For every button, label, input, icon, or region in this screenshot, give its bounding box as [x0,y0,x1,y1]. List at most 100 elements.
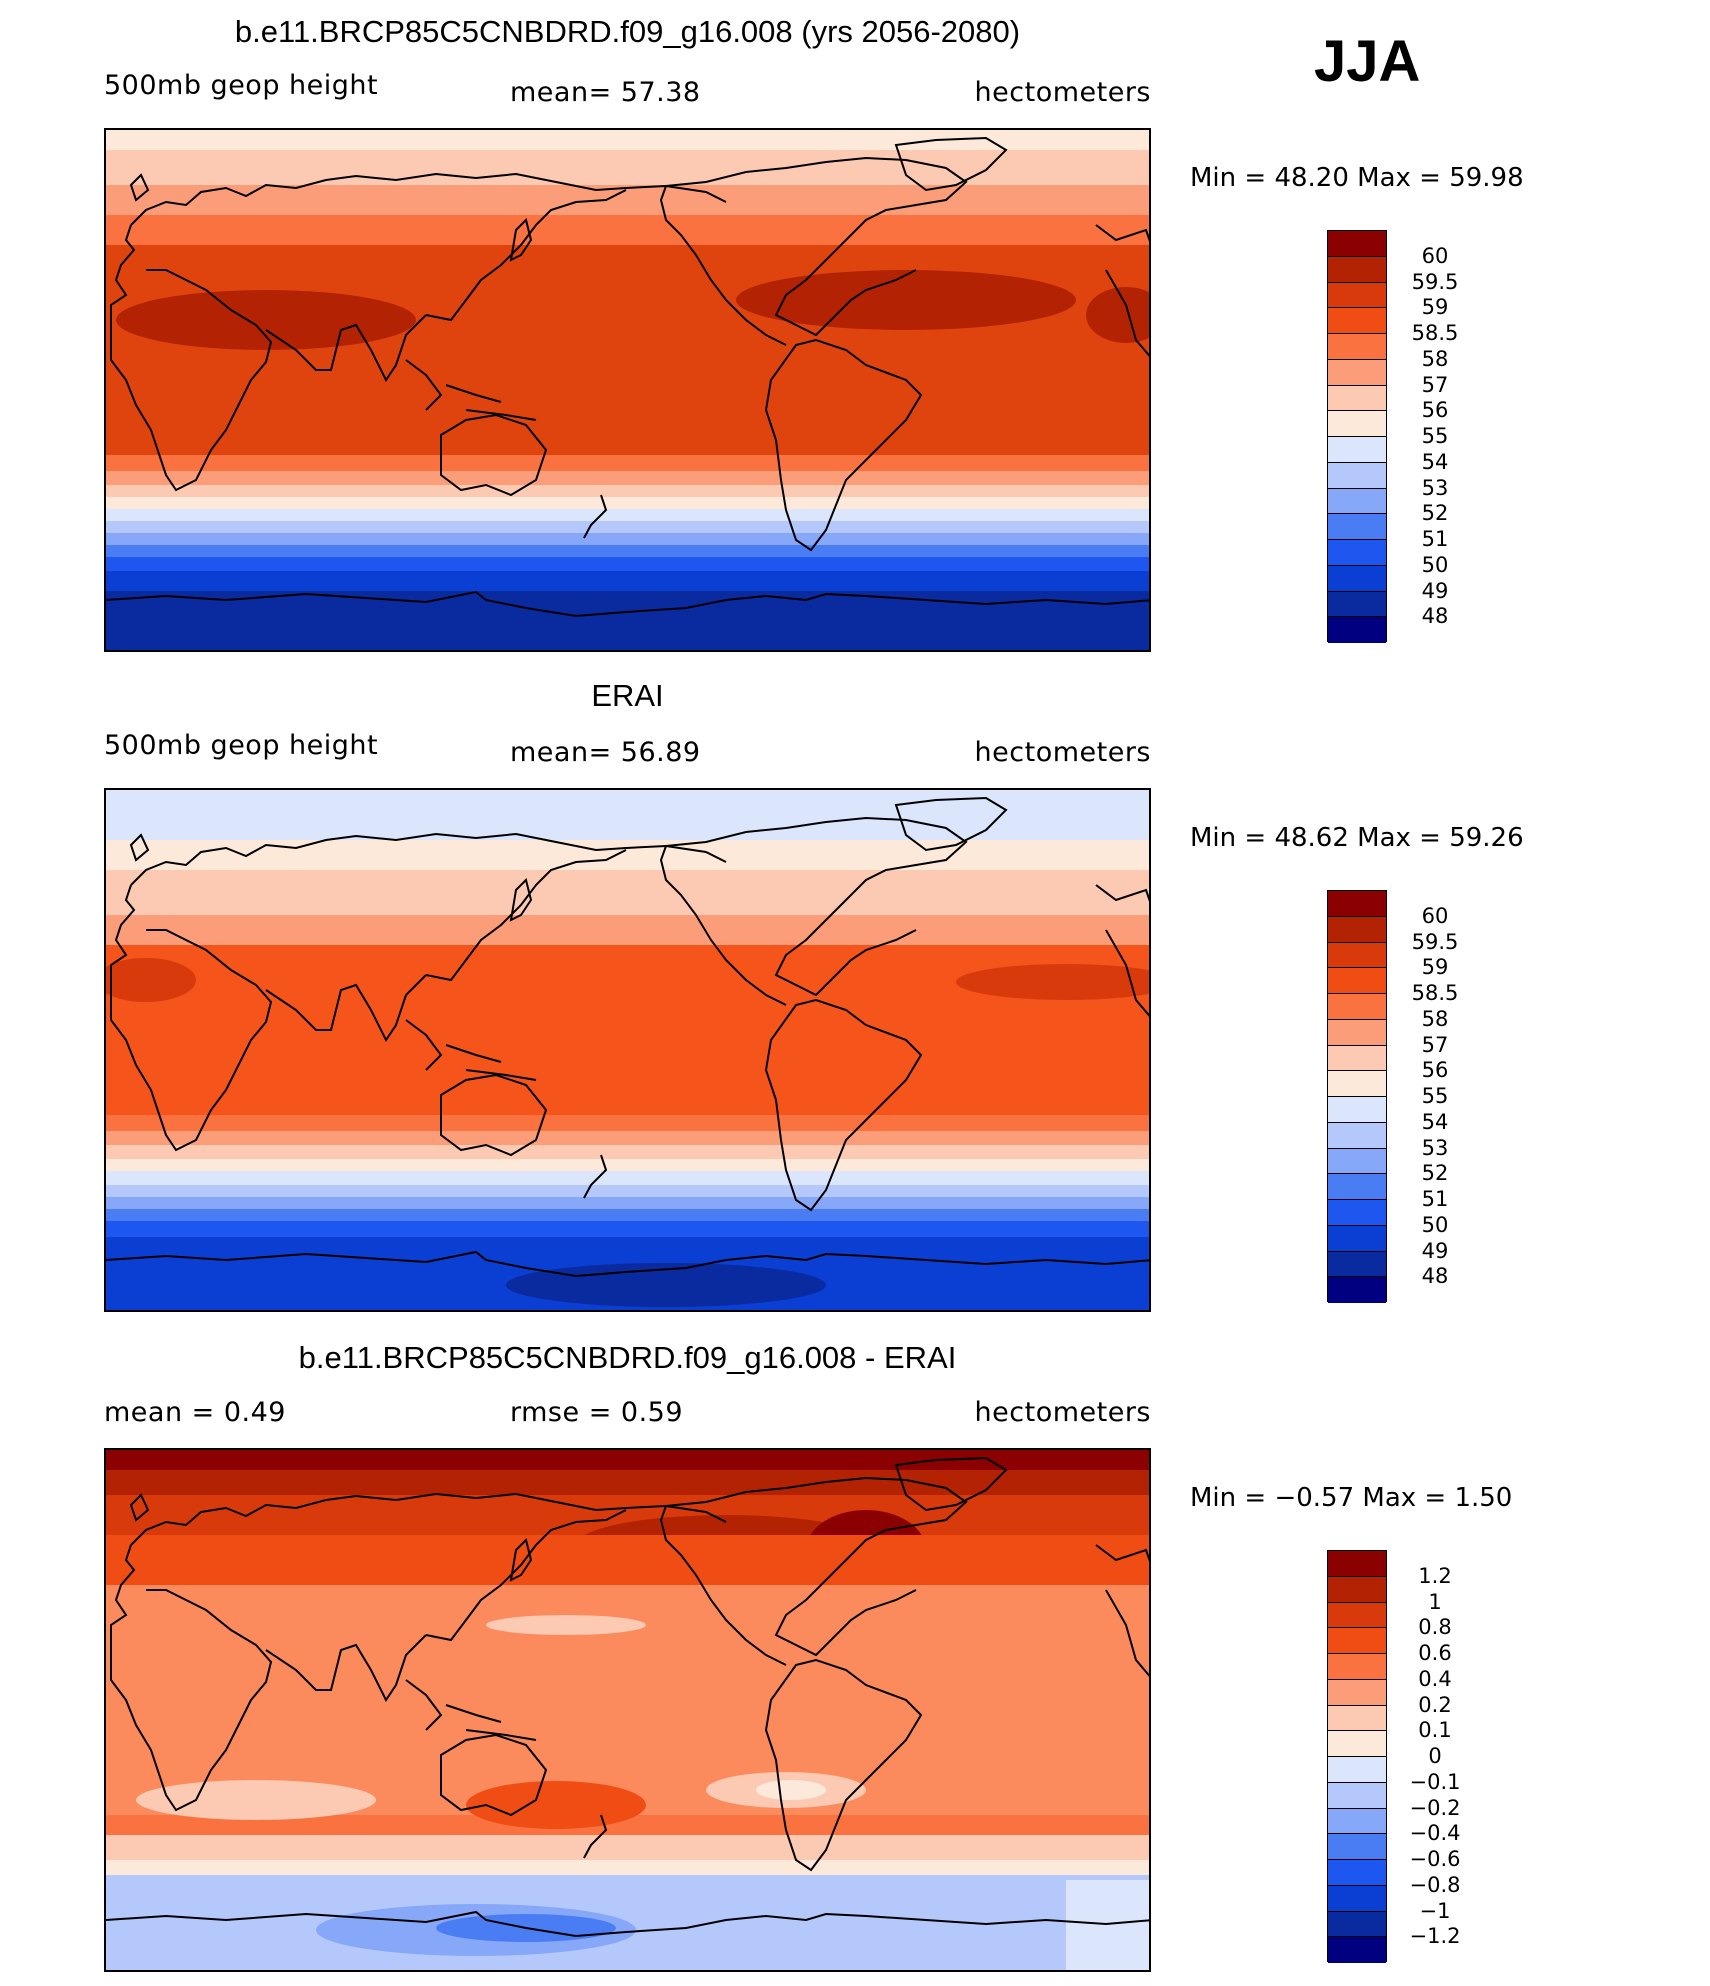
band [106,1131,1149,1145]
band [106,497,1149,509]
colorbar-cell [1328,256,1386,283]
colorbar-tick-label: 1.2 [1418,1563,1452,1588]
colorbar-tick-label: −1.2 [1409,1924,1461,1949]
colorbar-cell [1328,916,1386,943]
colorbar-cell [1328,1860,1386,1886]
band [106,790,1149,840]
colorbar-tick-label: 60 [1421,243,1449,268]
colorbar-cell [1328,1885,1386,1912]
colorbar-cell [1328,1174,1386,1200]
colorbar-tick-label: 52 [1421,1161,1449,1186]
panel1-minmax: Min = 48.20 Max = 59.98 [1190,163,1524,193]
band [1066,1880,1149,1970]
colorbar-tick-label: 50 [1421,552,1449,577]
panel3-minmax: Min = −0.57 Max = 1.50 [1190,1483,1513,1513]
colorbar-tick-label: 0.2 [1418,1692,1452,1717]
panel2-title: ERAI [591,678,664,713]
panel1-map [104,128,1151,652]
panel3-map [104,1448,1151,1972]
band [106,870,1149,915]
colorbar-tick-label: 49 [1421,1238,1449,1263]
panel3-map-field [106,1450,1149,1970]
colorbar-tick-label: 52 [1421,501,1449,526]
panel2-mean-label: mean= 56.89 [510,737,701,768]
band [106,1145,1149,1159]
colorbar-tick-label: −0.4 [1409,1821,1461,1846]
colorbar-cell [1328,308,1386,334]
panel2-map-field [106,790,1149,1310]
colorbar-tick-label: 51 [1421,1187,1449,1211]
colorbar-tick-label: −0.8 [1409,1872,1461,1897]
panel2-units-label: hectometers [974,737,1151,768]
colorbar-cell [1328,617,1386,643]
panel2-variable-label: 500mb geop height [104,730,379,761]
colorbar-tick-label: −0.2 [1409,1795,1461,1820]
high-anomaly [736,270,1076,330]
band [106,215,1149,245]
band [106,1535,1149,1585]
colorbar-tick-label: 59.5 [1411,929,1459,954]
colorbar-tick-label: 60 [1421,903,1449,928]
colorbar-cell [1328,1251,1386,1278]
colorbar-cell [1328,231,1386,257]
colorbar-tick-label: −0.1 [1409,1769,1461,1794]
colorbar-tick-label: 1 [1428,1589,1442,1614]
colorbar-tick-label: 0.4 [1418,1666,1452,1691]
colorbar-tick-label: 55 [1421,1084,1449,1108]
colorbar-tick-label: 58.5 [1411,981,1459,1005]
colorbar-tick-label: 53 [1421,475,1449,500]
colorbar-tick-label: 56 [1421,398,1449,423]
panel3-units-label: hectometers [974,1397,1151,1428]
colorbar-cell [1328,1071,1386,1097]
band [106,130,1149,150]
panel1-colorbar-labels: 60 59.5 59 58.5 58 57 56 55 54 53 52 51 50 49 48 [1405,230,1485,642]
panel3-title: b.e11.BRCP85C5CNBDRD.f09_g16.008 - ERAI [298,1340,957,1375]
colorbar-cell [1328,1602,1386,1629]
band [106,485,1149,497]
band [106,1835,1149,1860]
colorbar-cell [1328,1757,1386,1783]
colorbar-tick-label: 57 [1421,372,1449,397]
high-anomaly [956,964,1149,1000]
colorbar-cell [1328,968,1386,994]
colorbar-tick-label: 48 [1421,1264,1449,1289]
colorbar-cell [1328,282,1386,309]
colorbar-tick-label: 50 [1421,1212,1449,1237]
high-anomaly [466,1781,646,1829]
band [106,557,1149,571]
colorbar-tick-label: 0.8 [1418,1615,1452,1640]
colorbar-cell [1328,334,1386,360]
colorbar-cell [1328,1937,1386,1963]
colorbar-tick-label: 49 [1421,578,1449,603]
colorbar-cell [1328,411,1386,437]
band [106,1450,1149,1470]
band [106,915,1149,945]
band [106,471,1149,485]
high-anomaly [106,958,196,1002]
colorbar-cell [1328,1911,1386,1938]
band [106,571,1149,591]
colorbar-cell [1328,1731,1386,1757]
band [106,591,1149,650]
colorbar-cell [1328,1277,1386,1303]
colorbar-tick-label: −1 [1419,1898,1451,1923]
colorbar-tick-label: 53 [1421,1135,1449,1160]
colorbar-cell [1328,1225,1386,1252]
colorbar-tick-label: 59 [1421,955,1449,980]
colorbar-tick-label: 54 [1421,449,1449,474]
band [106,509,1149,521]
band [106,1860,1149,1875]
colorbar-tick-label: 58 [1421,346,1449,371]
colorbar-cell [1328,565,1386,592]
band [106,1159,1149,1171]
panel2-colorbar-labels: 60 59.5 59 58.5 58 57 56 55 54 53 52 51 50 49 48 [1405,890,1485,1302]
band [106,1171,1149,1185]
colorbar-tick-label: 56 [1421,1058,1449,1083]
panel2-map [104,788,1151,1312]
band [106,1221,1149,1237]
colorbar-cell [1328,1628,1386,1654]
panel3-colorbar-labels: 1.2 1 0.8 0.6 0.4 0.2 0.1 0 −0.1 −0.2 −0.4 −0.6 −0.8… [1405,1550,1485,1962]
colorbar-cell [1328,1122,1386,1149]
colorbar-tick-label: 54 [1421,1109,1449,1134]
colorbar-cell [1328,540,1386,566]
